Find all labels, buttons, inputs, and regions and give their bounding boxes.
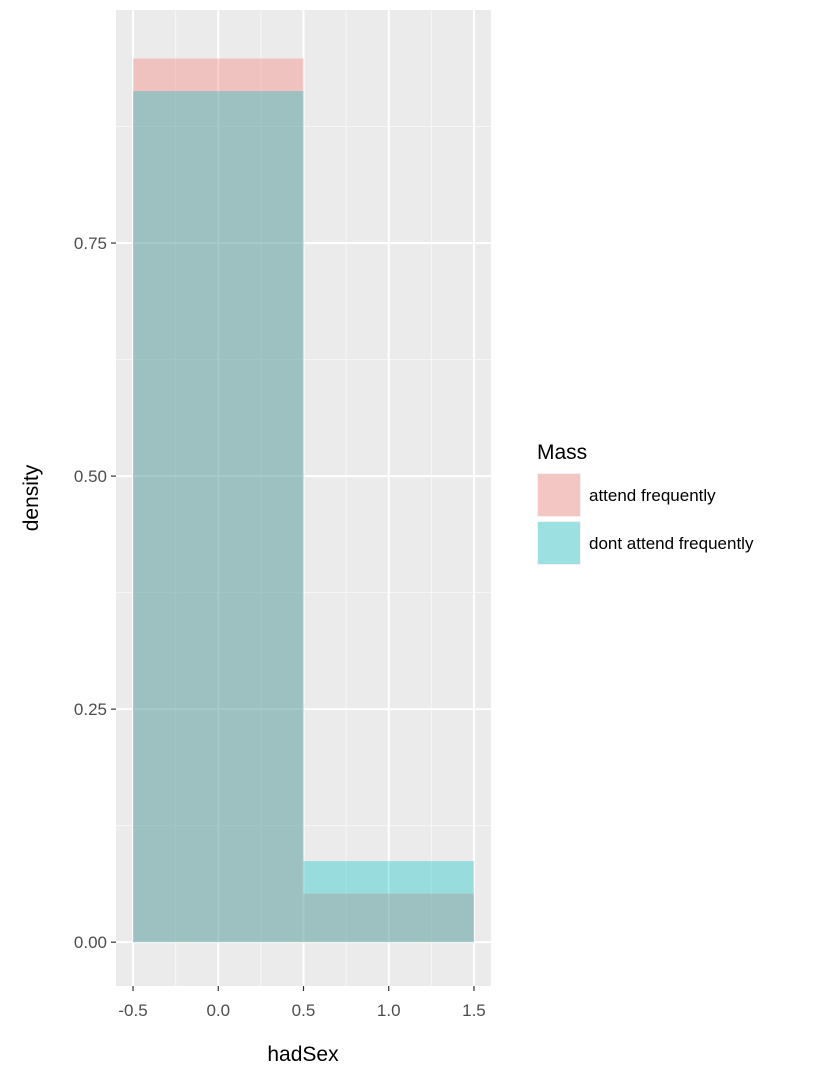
y-tick-label: 0.50 xyxy=(74,467,107,486)
legend-label: dont attend frequently xyxy=(589,534,754,553)
grid-minor xyxy=(116,10,491,986)
y-tick-label: 0.75 xyxy=(74,234,107,253)
legend-key xyxy=(538,522,580,564)
x-tick-label: 1.5 xyxy=(462,1001,486,1020)
legend-title: Mass xyxy=(537,441,587,464)
legend: Mass attend frequently dont attend freque… xyxy=(537,441,754,565)
y-tick-label: 0.25 xyxy=(74,700,107,719)
y-axis: 0.00 0.25 0.50 0.75 xyxy=(74,234,116,952)
legend-items: attend frequently dont attend frequently xyxy=(537,473,754,565)
x-tick-label: -0.5 xyxy=(118,1001,147,1020)
legend-label: attend frequently xyxy=(589,486,716,505)
bar-attend-0 xyxy=(133,58,304,943)
grid-major xyxy=(116,10,491,986)
x-tick-label: 0.5 xyxy=(292,1001,316,1020)
legend-key-background xyxy=(537,521,581,565)
x-axis: -0.5 0.0 0.5 1.0 1.5 xyxy=(118,986,486,1020)
legend-key xyxy=(538,474,580,516)
bar-dont-attend-0 xyxy=(133,91,304,943)
bar-dont-attend-1 xyxy=(303,861,474,943)
x-tick-label: 1.0 xyxy=(377,1001,401,1020)
x-axis-title: hadSex xyxy=(267,1043,339,1066)
y-axis-title: density xyxy=(20,464,43,531)
x-tick-label: 0.0 xyxy=(206,1001,230,1020)
y-tick-label: 0.00 xyxy=(74,933,107,952)
bars xyxy=(133,58,474,943)
legend-key-background xyxy=(537,473,581,517)
bar-attend-1 xyxy=(303,893,474,943)
